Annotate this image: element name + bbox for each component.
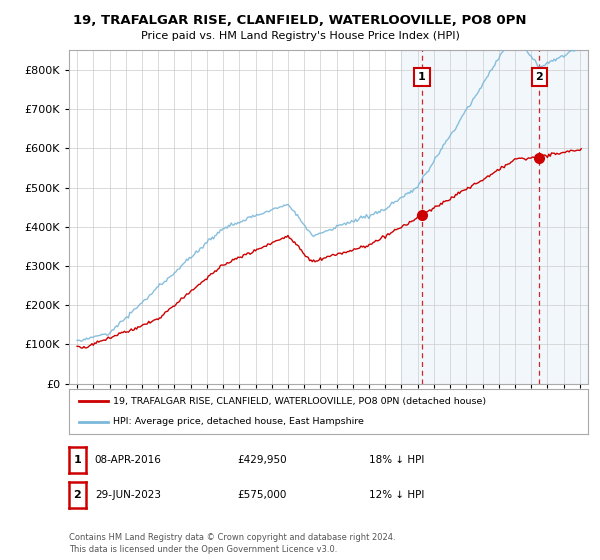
Bar bbox=[401, 50, 588, 384]
Text: 19, TRAFALGAR RISE, CLANFIELD, WATERLOOVILLE, PO8 0PN (detached house): 19, TRAFALGAR RISE, CLANFIELD, WATERLOOV… bbox=[113, 397, 486, 406]
Text: 29-JUN-2023: 29-JUN-2023 bbox=[95, 491, 161, 501]
Text: 1: 1 bbox=[418, 72, 425, 82]
Text: HPI: Average price, detached house, East Hampshire: HPI: Average price, detached house, East… bbox=[113, 417, 364, 426]
Text: £575,000: £575,000 bbox=[237, 491, 286, 501]
Text: 12% ↓ HPI: 12% ↓ HPI bbox=[369, 491, 424, 501]
Text: Contains HM Land Registry data © Crown copyright and database right 2024.
This d: Contains HM Land Registry data © Crown c… bbox=[69, 533, 395, 554]
Text: 2: 2 bbox=[535, 72, 543, 82]
Text: 2: 2 bbox=[74, 491, 81, 501]
Text: 1: 1 bbox=[74, 455, 81, 465]
Text: 19, TRAFALGAR RISE, CLANFIELD, WATERLOOVILLE, PO8 0PN: 19, TRAFALGAR RISE, CLANFIELD, WATERLOOV… bbox=[73, 14, 527, 27]
Text: 08-APR-2016: 08-APR-2016 bbox=[95, 455, 161, 465]
Text: £429,950: £429,950 bbox=[237, 455, 287, 465]
Text: 18% ↓ HPI: 18% ↓ HPI bbox=[369, 455, 424, 465]
Text: Price paid vs. HM Land Registry's House Price Index (HPI): Price paid vs. HM Land Registry's House … bbox=[140, 31, 460, 41]
